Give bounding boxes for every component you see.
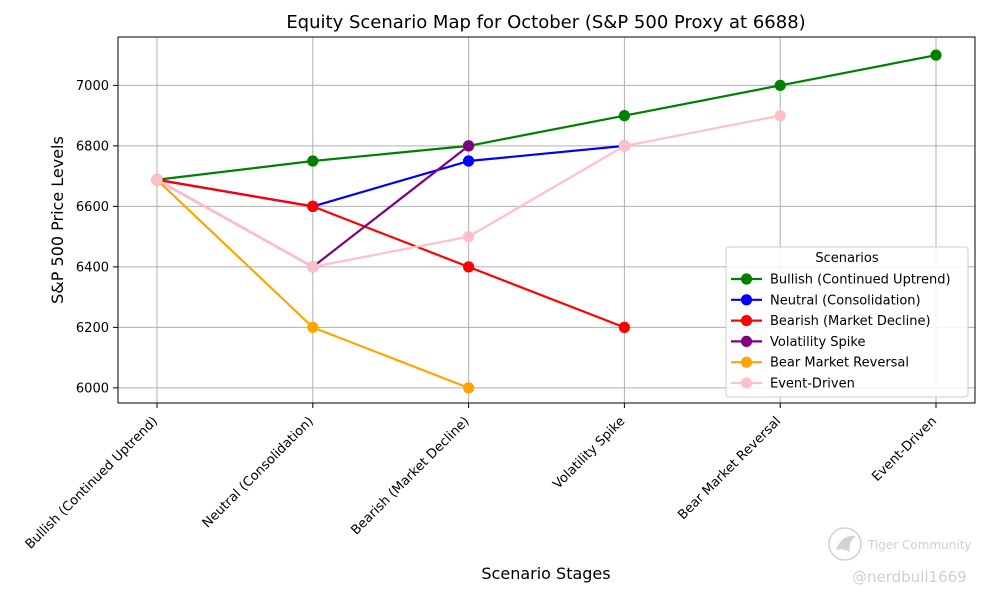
y-tick-label: 6200 [76, 321, 109, 336]
legend-label: Bearish (Market Decline) [770, 314, 931, 329]
legend-box [725, 246, 969, 398]
series-line [155, 144, 626, 208]
watermark-brand: Tiger Community [867, 538, 972, 552]
legend-marker [740, 294, 753, 306]
data-point [307, 261, 319, 273]
y-tick-label: 7000 [76, 79, 109, 94]
chart-title: Equity Scenario Map for October (S&P 500… [286, 12, 805, 33]
data-point [463, 140, 475, 152]
y-tick-label: 6600 [76, 200, 109, 215]
y-axis-label: S&P 500 Price Levels [48, 136, 67, 304]
legend-item: Bearish (Market Decline) [731, 314, 931, 329]
data-point [463, 231, 475, 243]
legend-label: Event-Driven [770, 377, 855, 392]
legend-label: Neutral (Consolidation) [770, 293, 921, 308]
legend-item: Neutral (Consolidation) [731, 293, 921, 308]
data-point [618, 321, 631, 333]
legend-item: Bullish (Continued Uptrend) [731, 273, 951, 288]
data-point [618, 110, 631, 122]
watermark: Tiger Community @nerdbull1669 [828, 527, 972, 586]
legend-items: Bullish (Continued Uptrend) Neutral (Cons… [731, 273, 951, 392]
data-point [307, 321, 319, 333]
legend-label: Volatility Spike [770, 335, 865, 350]
series-line [155, 178, 626, 329]
series-1 [151, 140, 631, 212]
series-line [155, 54, 938, 181]
series-5 [151, 110, 786, 273]
plot-area-frame [117, 36, 976, 404]
series-0 [151, 49, 942, 186]
x-tick-label: Bullish (Continued Uptrend) [23, 414, 161, 552]
legend-title: Scenarios [815, 251, 879, 266]
legend-marker [740, 273, 753, 285]
data-point [151, 174, 163, 186]
watermark-handle: @nerdbull1669 [852, 568, 967, 586]
x-axis-ticks: Bullish (Continued Uptrend) Neutral (Cons… [23, 403, 940, 552]
y-tick-label: 6000 [76, 381, 109, 396]
data-point [307, 200, 319, 212]
legend-marker [740, 377, 753, 389]
data-point [930, 49, 942, 61]
x-tick-label: Bear Market Reversal [675, 414, 784, 523]
grid-lines [118, 37, 975, 403]
data-point [307, 155, 319, 167]
data-point [463, 261, 475, 273]
x-tick-label: Event-Driven [869, 414, 940, 485]
data-point [463, 155, 475, 167]
data-point [774, 79, 786, 91]
legend-marker [740, 335, 753, 347]
x-axis-label: Scenario Stages [481, 564, 610, 583]
data-point [463, 382, 475, 394]
y-axis-ticks: 6000 6200 6400 6600 6800 7000 [76, 79, 118, 396]
x-tick-label: Neutral (Consolidation) [200, 414, 317, 531]
series-lines [151, 49, 942, 394]
legend-item: Volatility Spike [731, 335, 865, 350]
data-point [774, 110, 786, 122]
chart-legend: Scenarios Bullish (Continued Uptrend) Neu… [725, 246, 969, 398]
x-tick-label: Volatility Spike [550, 414, 628, 492]
legend-marker [740, 315, 753, 327]
x-tick-label: Bearish (Market Decline) [348, 414, 472, 538]
legend-item: Event-Driven [731, 377, 855, 392]
legend-item: Bear Market Reversal [731, 356, 909, 371]
y-tick-label: 6800 [76, 139, 109, 154]
tiger-community-logo-icon [828, 527, 862, 561]
data-point [618, 140, 631, 152]
series-2 [151, 174, 631, 333]
legend-label: Bear Market Reversal [770, 356, 909, 371]
y-tick-label: 6400 [76, 260, 109, 275]
legend-marker [740, 356, 753, 368]
legend-label: Bullish (Continued Uptrend) [770, 273, 951, 288]
